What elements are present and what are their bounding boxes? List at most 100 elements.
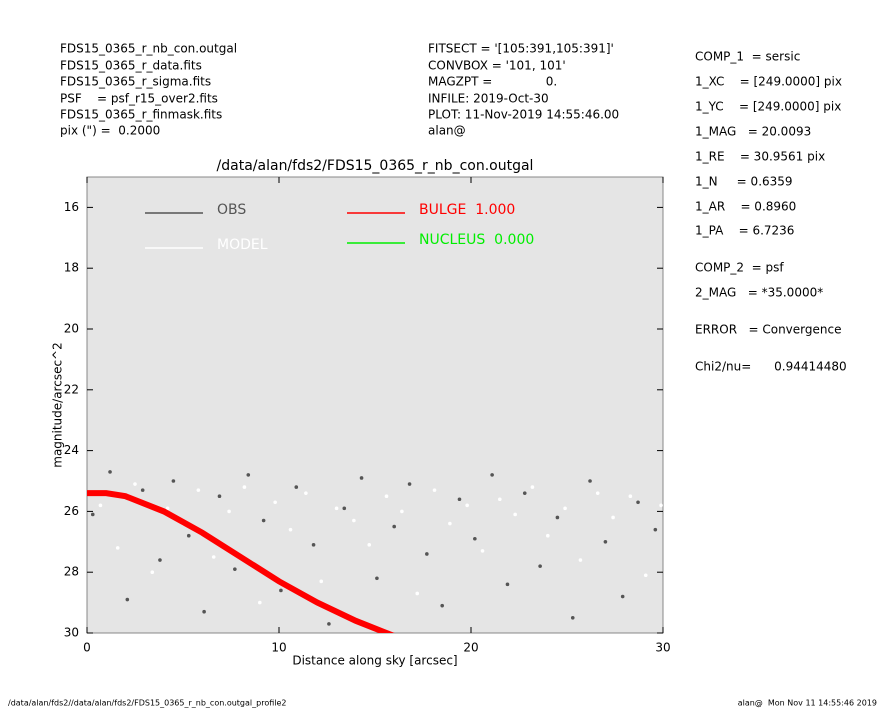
data-point [115, 546, 120, 550]
header-middle-line: PLOT: 11-Nov-2019 14:55:46.00 [428, 108, 619, 122]
data-point [555, 515, 560, 520]
data-point [186, 533, 191, 538]
data-point [375, 576, 379, 581]
data-point [465, 503, 469, 508]
data-point [448, 521, 452, 526]
y-tick-label: 30 [64, 626, 79, 640]
data-point [125, 597, 130, 602]
data-point [530, 485, 535, 489]
data-point [636, 500, 640, 505]
header-middle-line: INFILE: 2019-Oct-30 [428, 92, 549, 106]
data-point [432, 488, 437, 492]
data-point [261, 518, 266, 523]
x-tick-label: 30 [655, 641, 670, 655]
data-point [150, 570, 155, 574]
data-point [407, 482, 412, 486]
header-middle-line: alan@ [428, 124, 466, 138]
data-point [202, 609, 206, 614]
data-point [611, 515, 615, 520]
data-point [653, 527, 658, 532]
header-left-line: FDS15_0365_r_data.fits [60, 59, 202, 73]
data-point [588, 479, 592, 483]
fit-result: 1_PA = 6.7236 [695, 224, 794, 238]
data-point [367, 543, 372, 547]
x-axis-label: Distance along sky [arcsec] [292, 654, 457, 668]
data-point [227, 509, 231, 514]
data-point [342, 506, 347, 511]
data-point [659, 503, 663, 508]
y-tick-label: 24 [64, 443, 79, 457]
y-tick-label: 16 [64, 200, 79, 214]
legend-label: OBS [217, 202, 246, 218]
fit-result: 1_AR = 0.8960 [695, 200, 796, 214]
header-left-line: PSF = psf_r15_over2.fits [60, 92, 218, 106]
x-tick-label: 20 [463, 641, 478, 655]
fit-result: ERROR = Convergence [695, 323, 841, 337]
model-curve [87, 490, 395, 633]
data-point [628, 494, 633, 499]
data-point [359, 476, 364, 480]
y-axis-label: magnitude/arcsec^2 [51, 342, 65, 468]
header-left-line: FDS15_0365_r_nb_con.outgal [60, 42, 237, 56]
data-point [108, 470, 112, 474]
data-point [304, 491, 308, 495]
legend-label: NUCLEUS 0.000 [419, 232, 534, 248]
data-point [273, 500, 277, 505]
data-point [505, 582, 510, 587]
footer-path: /data/alan/fds2//data/alan/fds2/FDS15_03… [8, 699, 287, 708]
data-point [603, 540, 608, 544]
header-left-line: pix (") = 0.2000 [60, 124, 160, 138]
y-tick-label: 26 [64, 504, 79, 518]
data-point [258, 600, 262, 605]
data-point [311, 543, 316, 547]
data-point [425, 552, 429, 556]
data-point [352, 518, 356, 523]
data-point [196, 488, 201, 492]
y-tick-label: 22 [64, 382, 79, 396]
data-point [546, 533, 550, 538]
data-point [165, 506, 170, 511]
header-left-line: FDS15_0365_r_sigma.fits [60, 75, 211, 89]
data-point [498, 497, 502, 502]
data-point [480, 549, 485, 553]
fit-result: 1_MAG = 20.0093 [695, 125, 811, 139]
fit-result: COMP_1 = sersic [695, 50, 800, 64]
data-point [643, 573, 648, 578]
fit-result: COMP_2 = psf [695, 261, 784, 275]
data-point [294, 485, 299, 489]
data-point [334, 506, 339, 511]
data-point [490, 473, 494, 477]
header-left-line: FDS15_0365_r_finmask.fits [60, 108, 222, 122]
data-point [440, 603, 445, 608]
data-point [457, 497, 462, 502]
data-point [140, 488, 145, 492]
data-point [415, 591, 420, 596]
y-tick-label: 18 [64, 261, 79, 275]
data-point [217, 494, 222, 499]
data-point [211, 555, 216, 559]
data-point [158, 558, 162, 562]
data-point [90, 512, 95, 517]
data-point [620, 594, 625, 599]
fit-result: 1_YC = [249.0000] pix [695, 100, 841, 114]
y-tick-label: 28 [64, 565, 79, 579]
fit-result: 1_RE = 30.9561 pix [695, 150, 825, 164]
legend-label: BULGE 1.000 [419, 202, 515, 218]
header-middle-line: CONVBOX = '101, 101' [428, 59, 566, 73]
data-point [384, 494, 389, 499]
data-point [570, 616, 575, 620]
data-point [279, 588, 283, 593]
fit-result: 1_XC = [249.0000] pix [695, 75, 842, 89]
chart-title: /data/alan/fds2/FDS15_0365_r_nb_con.outg… [217, 158, 534, 174]
data-point [513, 512, 517, 517]
data-point [522, 491, 527, 495]
data-point [242, 485, 247, 489]
header-middle-line: FITSECT = '[105:391,105:391]' [428, 42, 614, 56]
data-point [171, 479, 176, 483]
data-point [319, 579, 324, 584]
data-point [578, 558, 583, 562]
plot-area [86, 176, 664, 634]
data-point [233, 567, 237, 571]
fit-result: 2_MAG = *35.0000* [695, 286, 823, 300]
